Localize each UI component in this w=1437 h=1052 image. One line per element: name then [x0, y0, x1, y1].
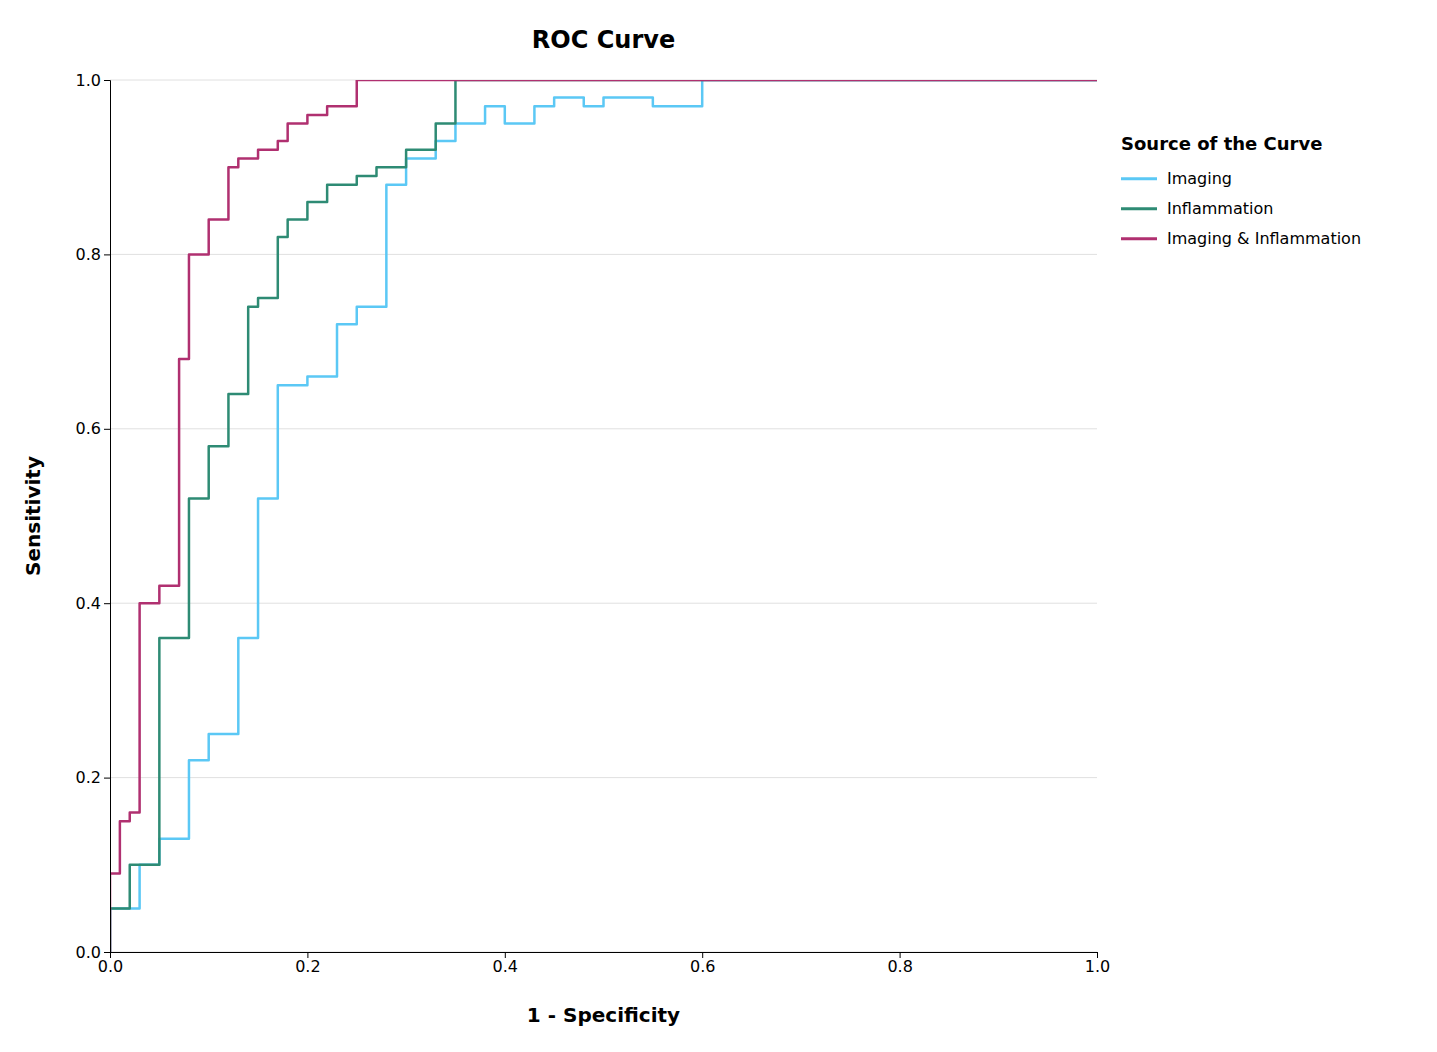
tick-mark: [104, 778, 110, 779]
grid-line: [110, 254, 1097, 255]
tick: 1.0: [1085, 952, 1110, 976]
roc-line: [110, 80, 1097, 952]
tick: 1.0: [76, 71, 110, 90]
tick-mark: [104, 429, 110, 430]
tick: 0.4: [493, 952, 518, 976]
tick-label: 0.6: [76, 419, 101, 438]
legend: Source of the Curve Imaging Inflammation Im…: [1121, 133, 1361, 248]
tick-mark: [104, 952, 110, 953]
grid-line: [110, 428, 1097, 429]
axis-line: [104, 81, 111, 953]
legend-swatch: [1121, 177, 1157, 180]
chart: 0.0 0.2 0.4 0.6 0.8 1.0 0.0 0.2 0.4 0.6 0.8 1.0 ROC …: [0, 0, 1437, 1052]
legend-item: Imaging: [1121, 169, 1232, 188]
tick: 0.4: [76, 594, 110, 613]
tick: 0.8: [76, 245, 110, 264]
tick-label: 0.8: [887, 957, 912, 976]
tick-label: 0.6: [690, 957, 715, 976]
x-axis: 0.0 0.2 0.4 0.6 0.8 1.0: [98, 952, 1110, 976]
tick-mark: [104, 80, 110, 81]
roc-line: [110, 80, 1097, 952]
tick: 0.2: [76, 768, 110, 787]
legend-label: Imaging: [1167, 169, 1232, 188]
legend-label: Imaging & Inflammation: [1167, 229, 1361, 248]
legend-swatch: [1121, 237, 1157, 240]
roc-line: [110, 80, 1097, 952]
tick-label: 0.4: [76, 594, 101, 613]
tick-label: 0.4: [493, 957, 518, 976]
tick-mark: [104, 603, 110, 604]
axis-line: [111, 953, 1098, 959]
tick-label: 0.0: [76, 943, 101, 962]
tick-label: 0.8: [76, 245, 101, 264]
tick: 0.0: [76, 943, 110, 962]
tick-label: 0.0: [98, 957, 123, 976]
tick-label: 1.0: [76, 71, 101, 90]
tick: 0.6: [76, 419, 110, 438]
legend-swatch: [1121, 207, 1157, 210]
tick: 0.8: [887, 952, 912, 976]
title: ROC Curve: [532, 26, 675, 54]
tick: 0.6: [690, 952, 715, 976]
tick: 0.2: [295, 952, 320, 976]
lines: [110, 80, 1097, 952]
legend-label: Inflammation: [1167, 199, 1273, 218]
y-axis-title: Sensitivity: [21, 456, 45, 576]
tick-label: 0.2: [76, 768, 101, 787]
y-axis: 0.0 0.2 0.4 0.6 0.8 1.0: [76, 71, 111, 962]
plot: 0.0 0.2 0.4 0.6 0.8 1.0 0.0 0.2 0.4 0.6 0.8 1.0: [76, 71, 1111, 977]
x-axis-title: 1 - Specificity: [527, 1003, 680, 1027]
tick-label: 0.2: [295, 957, 320, 976]
grid: [110, 80, 1097, 952]
tick-label: 1.0: [1085, 957, 1110, 976]
tick-mark: [104, 254, 110, 255]
legend-title: Source of the Curve: [1121, 133, 1322, 154]
legend-item: Inflammation: [1121, 199, 1273, 218]
tick: 0.0: [98, 952, 123, 976]
grid-line: [110, 777, 1097, 778]
legend-item: Imaging & Inflammation: [1121, 229, 1361, 248]
